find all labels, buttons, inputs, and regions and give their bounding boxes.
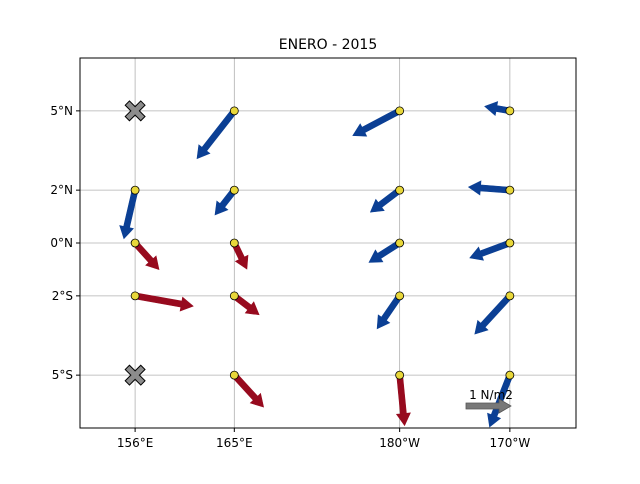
wind-vector [474,293,513,335]
missing-station-marker [124,100,146,122]
missing-stations [124,100,146,386]
station-marker [229,185,239,195]
station-marker [395,370,405,380]
y-tick-label: 5°N [50,104,73,118]
wind-vector [214,187,238,216]
x-tick-label: 180°W [379,436,420,450]
wind-vector [469,239,512,261]
station-marker [229,370,239,380]
y-tick-label: 2°S [52,289,73,303]
station-marker [505,370,515,380]
wind-vector [132,240,160,271]
station-marker [229,238,239,248]
wind-vectors [119,101,514,428]
station-marker [395,238,405,248]
station-marker [505,238,515,248]
station-marker [395,185,405,195]
chart-title: ENERO - 2015 [279,37,378,53]
y-tick-label: 5°S [52,368,73,382]
y-tick-label: 2°N [50,183,73,197]
wind-vector [395,374,411,427]
missing-station-marker [124,364,146,386]
y-tick-label: 0°N [50,236,73,250]
quiver-key: 1 N/m2 [465,388,513,414]
station-marker [505,106,515,116]
wind-vector [119,189,139,240]
quiver-key-label: 1 N/m2 [469,388,513,402]
quiver-key-arrow [465,398,512,414]
wind-vector [369,187,402,213]
wind-vector [352,107,402,137]
station-marker [130,291,140,301]
station-marker [505,185,515,195]
grid-lines [80,58,576,428]
x-tick-label: 156°E [117,436,154,450]
station-marker [395,291,405,301]
station-marker [505,291,515,301]
x-tick-label: 170°W [489,436,530,450]
wind-vector [467,180,511,196]
wind-vector [376,293,403,330]
station-marker [130,238,140,248]
wind-vector [134,292,194,312]
station-marker [229,106,239,116]
station-marker [130,185,140,195]
axis-ticks: 156°E 165°E 180°W 170°W 5°N 2°N 0°N 2°S 5°S [50,104,530,450]
station-marker [395,106,405,116]
wind-vector [231,372,265,408]
wind-vector [368,240,402,263]
wind-vector [196,108,238,160]
station-markers [130,106,515,380]
station-marker [229,291,239,301]
x-tick-label: 165°E [216,436,253,450]
